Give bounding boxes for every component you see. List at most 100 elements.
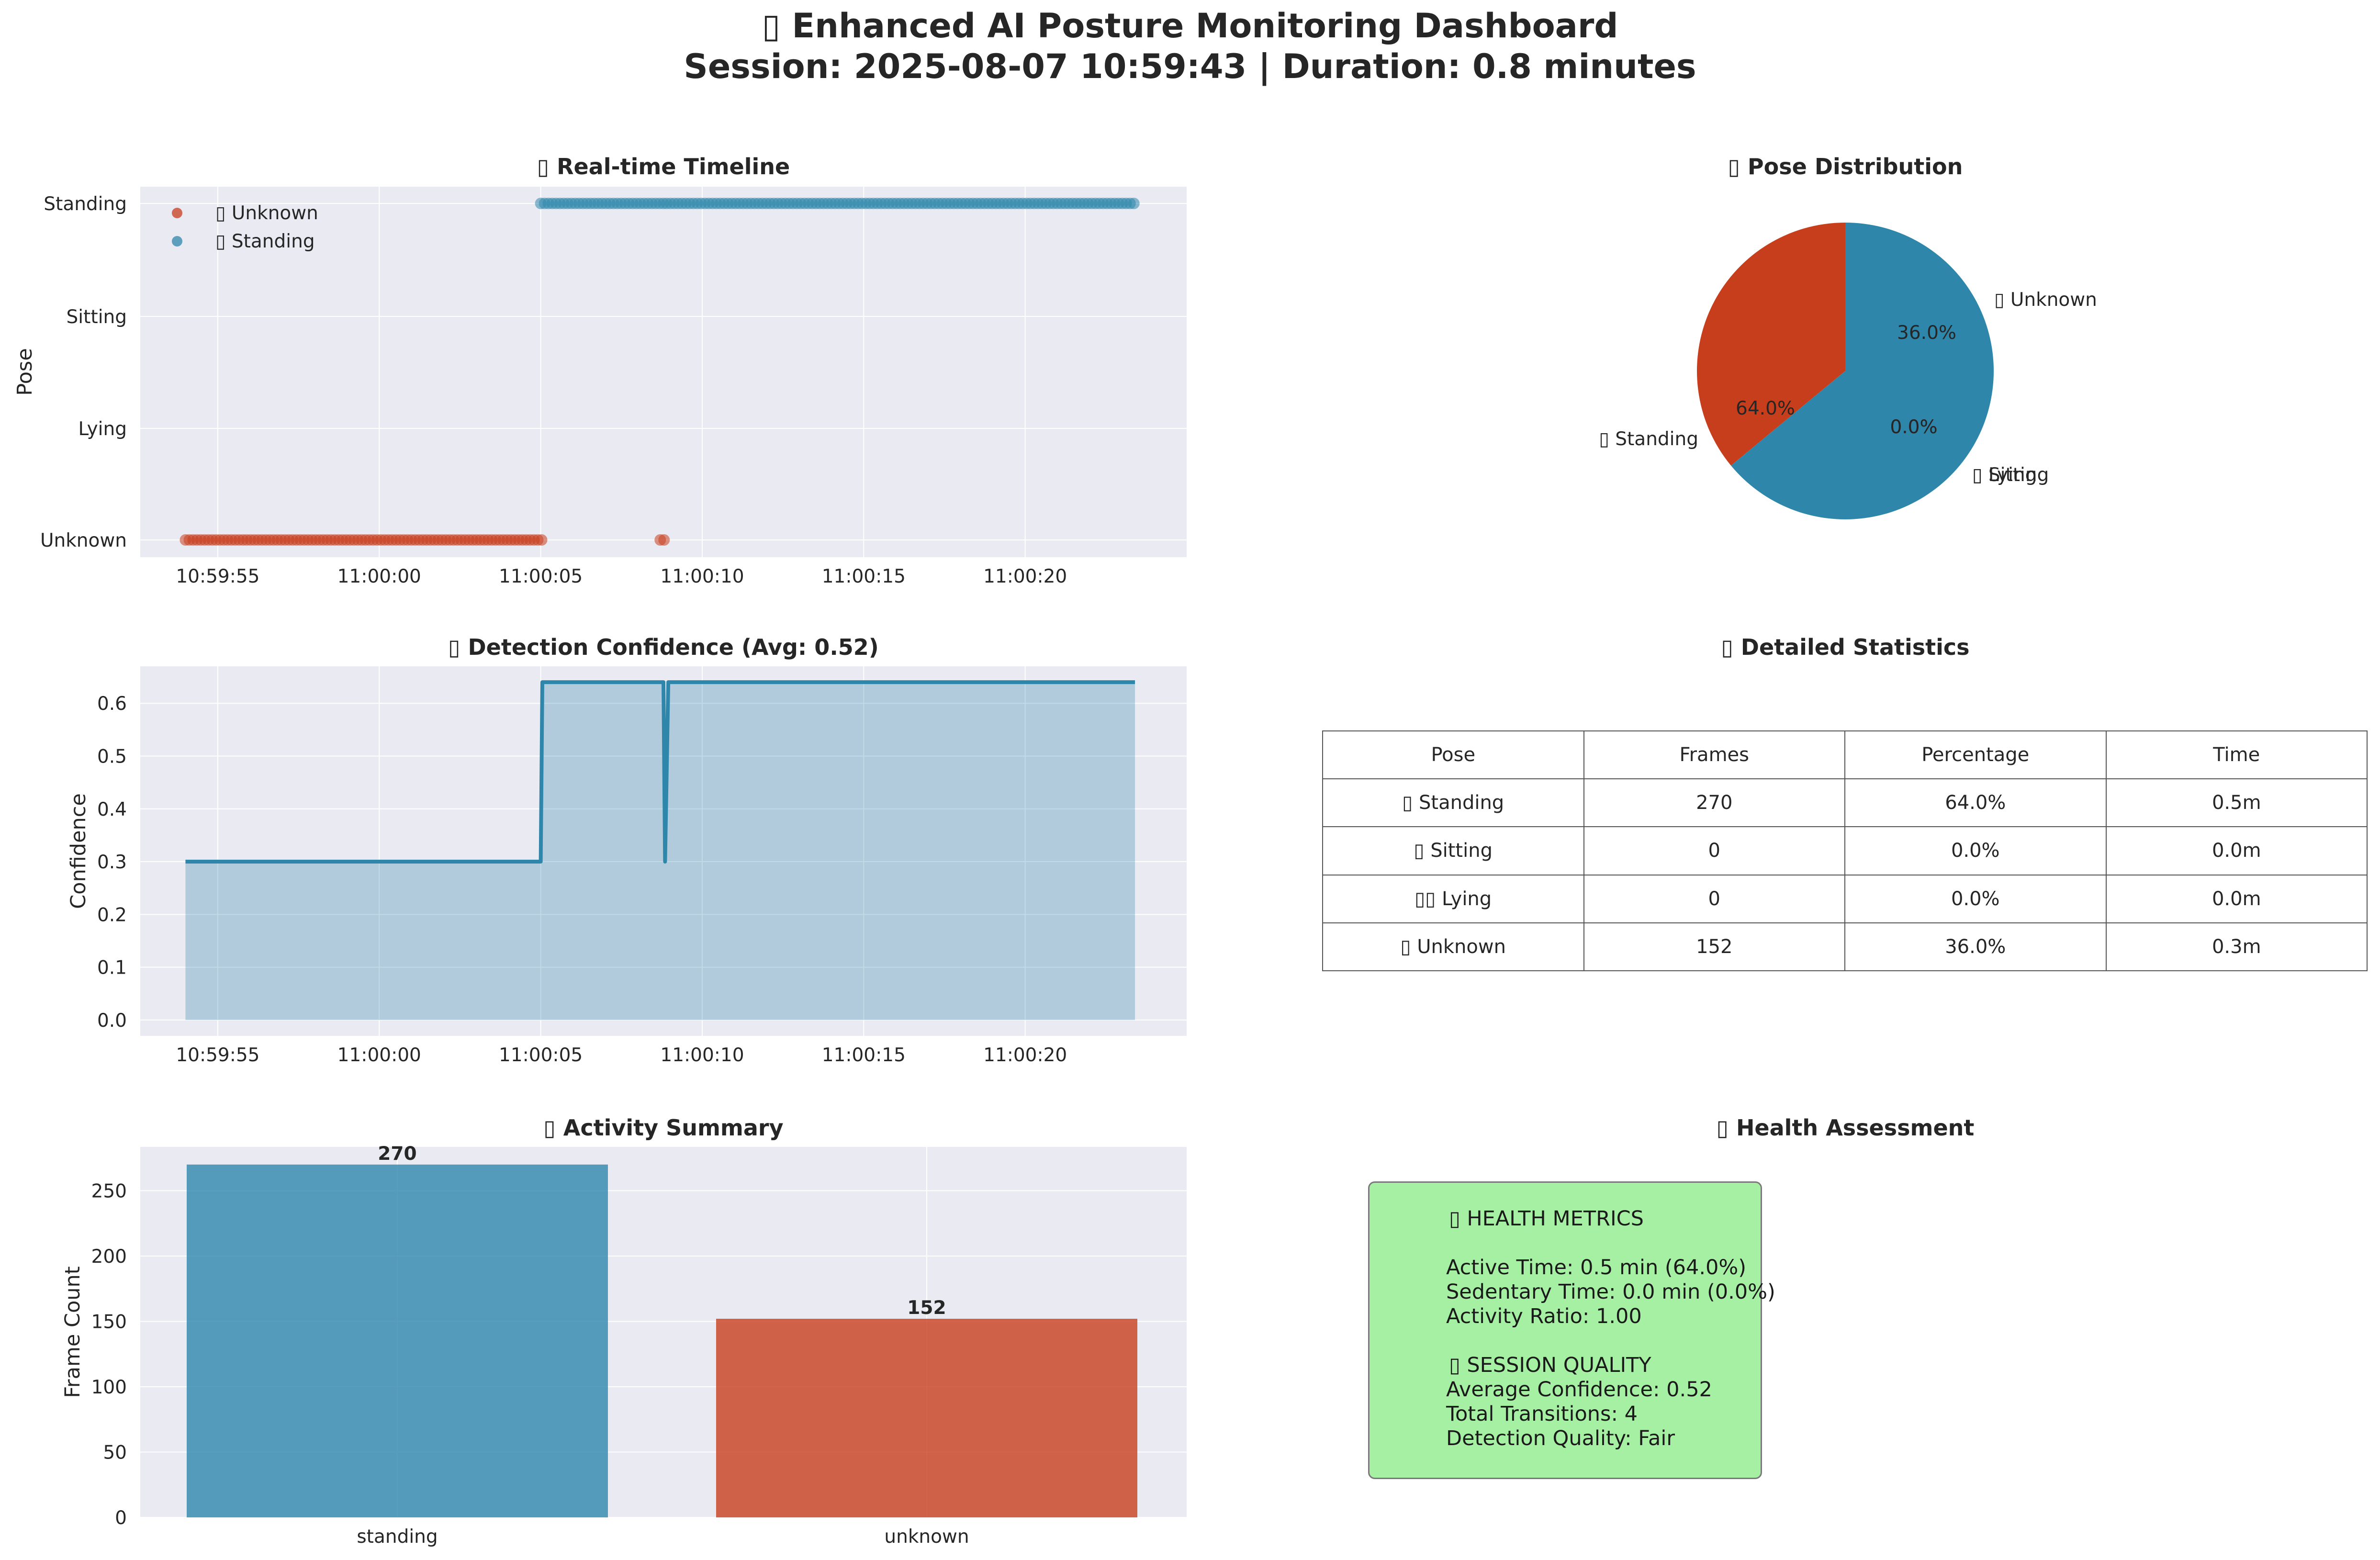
confidence-y-tick: 0.6: [97, 693, 127, 715]
total-transitions-text: Total Transitions: 4: [1446, 1402, 1638, 1426]
confidence-y-tick: 0.5: [97, 746, 127, 767]
pie-chart: [1697, 223, 1994, 519]
pie-label-standing: ▯ Standing: [1599, 428, 1698, 450]
confidence-y-tick: 0.1: [97, 957, 127, 979]
sedentary-time-text: Sedentary Time: 0.0 min (0.0%): [1446, 1280, 1775, 1304]
pie-label-sitting: ▯ Sitting: [1972, 464, 2049, 486]
session-quality-header: ▯ SESSION QUALITY: [1449, 1353, 1651, 1377]
session-subtitle: Session: 2025-08-07 10:59:43 | Duration:…: [684, 47, 1696, 86]
timeline-y-tick: Unknown: [40, 530, 127, 551]
confidence-y-tick: 0.4: [97, 799, 127, 820]
timeline-x-tick: 11:00:00: [337, 566, 421, 587]
stats-cell: 270: [1583, 778, 1845, 828]
confidence-x-tick: 11:00:10: [660, 1044, 744, 1066]
timeline-plot-area: [140, 187, 1187, 557]
timeline-x-tick: 11:00:20: [983, 566, 1067, 587]
timeline-y-tick: Standing: [44, 193, 127, 215]
timeline-x-tick: 11:00:05: [499, 566, 583, 587]
stats-cell: 0: [1583, 874, 1845, 923]
confidence-y-axis-label: Confidence: [67, 793, 90, 909]
pie-label-lying: ▯ Lying: [1972, 464, 2037, 486]
activity-bar: [716, 1319, 1137, 1517]
timeline-point: [658, 534, 670, 546]
stats-cell: ▯▯ Lying: [1322, 874, 1584, 923]
health-metrics-box: ▯ HEALTH METRICS Active Time: 0.5 min (6…: [1368, 1181, 1775, 1479]
timeline-y-axis-label: Pose: [13, 348, 37, 396]
stats-cell: 0.0%: [1844, 874, 2107, 923]
stats-cell: ▯ Sitting: [1322, 826, 1584, 875]
legend-marker-standing: [172, 236, 182, 247]
timeline-title: ▯ Real-time Timeline: [537, 154, 790, 180]
timeline-y-tick: Lying: [78, 418, 127, 440]
activity-tick-labels: 0 50 100 150 200 250 standing unknown: [91, 1180, 969, 1548]
activity-y-tick: 50: [103, 1442, 127, 1463]
health-metrics-header: ▯ HEALTH METRICS: [1449, 1207, 1644, 1231]
stats-cell: 0.5m: [2105, 778, 2368, 828]
pie-title: ▯ Pose Distribution: [1728, 154, 1963, 180]
activity-x-tick: unknown: [884, 1526, 969, 1548]
activity-ratio-text: Activity Ratio: 1.00: [1446, 1304, 1642, 1328]
timeline-legend: ▯ Unknown ▯ Standing: [172, 202, 318, 252]
confidence-y-tick: 0.0: [97, 1010, 127, 1032]
pie-pct-unknown: 36.0%: [1897, 322, 1956, 344]
confidence-y-tick: 0.2: [97, 904, 127, 926]
stats-header-row: Pose Frames Percentage Time: [1322, 730, 2368, 780]
stats-cell: 0.0m: [2105, 826, 2368, 875]
activity-title: ▯ Activity Summary: [543, 1115, 783, 1141]
stats-header-cell: Pose: [1322, 730, 1584, 780]
average-confidence-text: Average Confidence: 0.52: [1446, 1378, 1712, 1402]
dashboard-title: ▯ Enhanced AI Posture Monitoring Dashboa…: [762, 6, 1618, 45]
legend-label-standing: ▯ Standing: [215, 231, 315, 252]
confidence-x-tick: 11:00:05: [499, 1044, 583, 1066]
confidence-x-tick: 11:00:00: [337, 1044, 421, 1066]
timeline-x-tick: 11:00:10: [660, 566, 744, 587]
timeline-tick-labels: 10:59:55 11:00:00 11:00:05 11:00:10 11:00:15…: [40, 193, 1067, 587]
confidence-area-fill: [185, 682, 1135, 1020]
confidence-tick-labels: 10:59:55 11:00:00 11:00:05 11:00:10 11:00:15…: [97, 693, 1067, 1066]
table-row: ▯ Standing 270 64.0% 0.5m: [1322, 778, 2368, 828]
activity-bar-value: 152: [907, 1297, 946, 1319]
activity-y-tick: 150: [91, 1311, 127, 1333]
activity-y-tick: 200: [91, 1246, 127, 1268]
confidence-x-tick: 11:00:20: [983, 1044, 1067, 1066]
stats-header-cell: Percentage: [1844, 730, 2107, 780]
detection-quality-text: Detection Quality: Fair: [1446, 1426, 1675, 1450]
timeline-x-tick: 11:00:15: [822, 566, 906, 587]
activity-bar-value: 270: [378, 1143, 416, 1165]
stats-cell: 36.0%: [1844, 922, 2107, 972]
activity-y-axis-label: Frame Count: [61, 1266, 85, 1398]
pie-label-unknown: ▯ Unknown: [1994, 289, 2097, 311]
stats-cell: 0.0m: [2105, 874, 2368, 923]
activity-y-tick: 100: [91, 1377, 127, 1398]
pie-pct-lying: 0.0%: [1890, 416, 1937, 438]
activity-y-tick: 0: [115, 1507, 127, 1529]
timeline-x-tick: 10:59:55: [176, 566, 259, 587]
activity-bar: [187, 1164, 608, 1517]
table-row: ▯▯ Lying 0 0.0% 0.0m: [1322, 874, 2368, 923]
stats-title: ▯ Detailed Statistics: [1721, 634, 1969, 660]
stats-table-container: Pose Frames Percentage Time ▯ Standing 2…: [1322, 730, 2368, 972]
activity-y-tick: 250: [91, 1180, 127, 1202]
confidence-x-tick: 10:59:55: [176, 1044, 259, 1066]
stats-header-cell: Frames: [1583, 730, 1845, 780]
confidence-line: [185, 680, 1135, 864]
active-time-text: Active Time: 0.5 min (64.0%): [1446, 1256, 1747, 1279]
pie-pct-sitting: 0.0%: [1890, 416, 1937, 438]
health-title: ▯ Health Assessment: [1717, 1115, 1975, 1141]
stats-cell: ▯ Standing: [1322, 778, 1584, 828]
confidence-series: [185, 680, 1135, 1020]
stats-cell: 0: [1583, 826, 1845, 875]
stats-cell: 0.0%: [1844, 826, 2107, 875]
stats-table: Pose Frames Percentage Time ▯ Standing 2…: [1322, 730, 2368, 972]
stats-header-cell: Time: [2105, 730, 2368, 780]
table-row: ▯ Unknown 152 36.0% 0.3m: [1322, 922, 2368, 972]
pie-slice: [1731, 223, 1994, 519]
stats-cell: 152: [1583, 922, 1845, 972]
timeline-y-tick: Sitting: [67, 306, 127, 328]
activity-bars: 270 152: [187, 1143, 1137, 1517]
pie-slice: [1697, 223, 1845, 466]
stats-cell: 0.3m: [2105, 922, 2368, 972]
timeline-point: [1128, 198, 1140, 209]
timeline-point: [536, 534, 548, 546]
